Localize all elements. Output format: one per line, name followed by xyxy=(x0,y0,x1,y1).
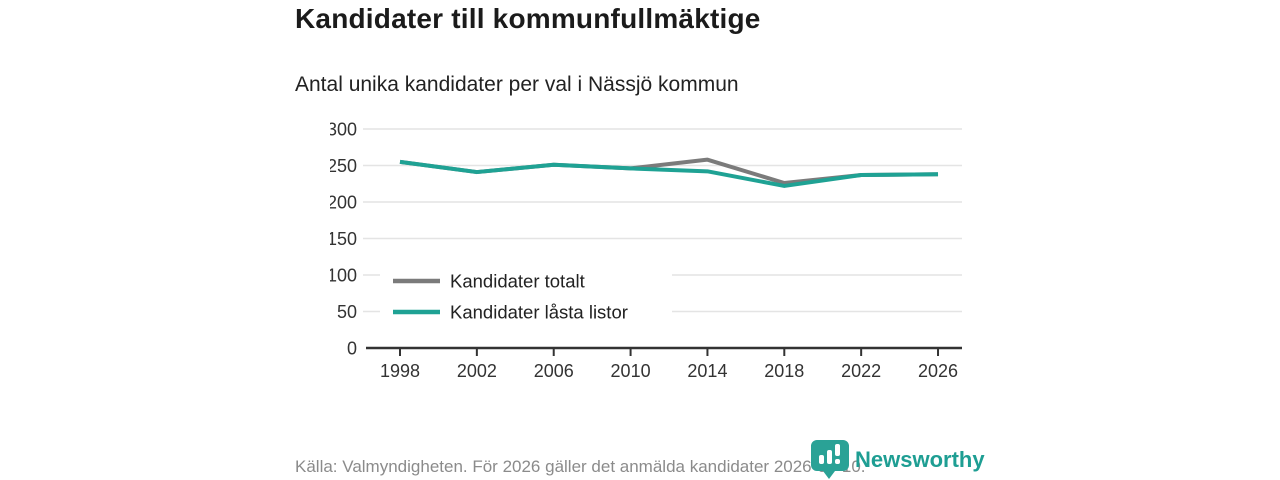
legend-backdrop xyxy=(380,270,672,292)
series-line xyxy=(399,159,939,188)
x-tick-label: 2006 xyxy=(534,361,574,381)
chart-area: 0 50 100 150 200 250 300 1998 2002 2006 2010 2014 20… xyxy=(327,115,990,395)
newsworthy-logo-icon xyxy=(811,440,849,479)
chart-subtitle: Antal unika kandidater per val i Nässjö … xyxy=(295,73,739,96)
x-tick-label: 2022 xyxy=(841,361,881,381)
chart-svg: 0 50 100 150 200 250 300 1998 2002 2006 2010 2014 20… xyxy=(327,120,962,381)
y-tick-label: 300 xyxy=(330,120,357,140)
x-tick-label: 2010 xyxy=(611,361,651,381)
legend-label: Kandidater låsta listor xyxy=(450,302,628,323)
newsworthy-logo-text: Newsworthy xyxy=(855,447,985,472)
y-tick-label: 50 xyxy=(337,302,357,322)
y-tick-label: 250 xyxy=(330,156,357,176)
newsworthy-logo[interactable]: Newsworthy xyxy=(810,439,985,480)
x-tick-label: 1998 xyxy=(380,361,420,381)
source-note: Källa: Valmyndigheten. För 2026 gäller d… xyxy=(295,457,866,476)
legend-backdrop xyxy=(380,301,672,323)
y-tick-label: 150 xyxy=(330,229,357,249)
x-tick-label: 2018 xyxy=(764,361,804,381)
legend-label: Kandidater totalt xyxy=(450,271,585,292)
x-tick-label: 2026 xyxy=(918,361,958,381)
x-tick-label: 2002 xyxy=(457,361,497,381)
y-tick-label: 100 xyxy=(330,266,357,286)
y-tick-label: 0 xyxy=(347,339,357,359)
x-tick-label: 2014 xyxy=(687,361,727,381)
chart-title: Kandidater till kommunfullmäktige xyxy=(295,3,761,34)
y-tick-label: 200 xyxy=(330,193,357,213)
